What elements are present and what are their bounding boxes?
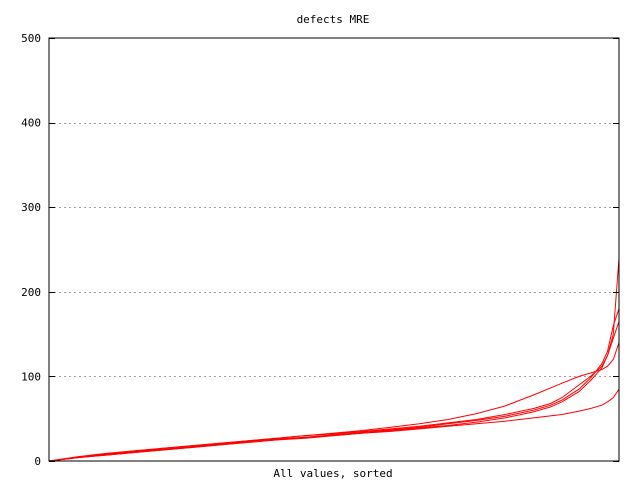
y-tick-label: 500 <box>21 32 41 45</box>
y-tick-label: 300 <box>21 201 41 214</box>
series-group <box>48 257 620 462</box>
y-tick-label: 400 <box>21 117 41 130</box>
series-line-2 <box>48 257 620 462</box>
series-line-1 <box>48 342 620 462</box>
grid <box>49 123 619 377</box>
y-tick-label: 100 <box>21 370 41 383</box>
y-ticks: 0 100 200 300 400 500 <box>21 32 619 468</box>
plot-frame <box>48 37 620 462</box>
series-line-3 <box>48 308 620 462</box>
y-tick-label: 0 <box>34 455 41 468</box>
chart-title: defects MRE <box>297 13 370 26</box>
x-axis-label: All values, sorted <box>273 467 392 480</box>
series-line-5 <box>48 388 620 462</box>
y-tick-label: 200 <box>21 286 41 299</box>
series-line-4 <box>48 321 620 462</box>
